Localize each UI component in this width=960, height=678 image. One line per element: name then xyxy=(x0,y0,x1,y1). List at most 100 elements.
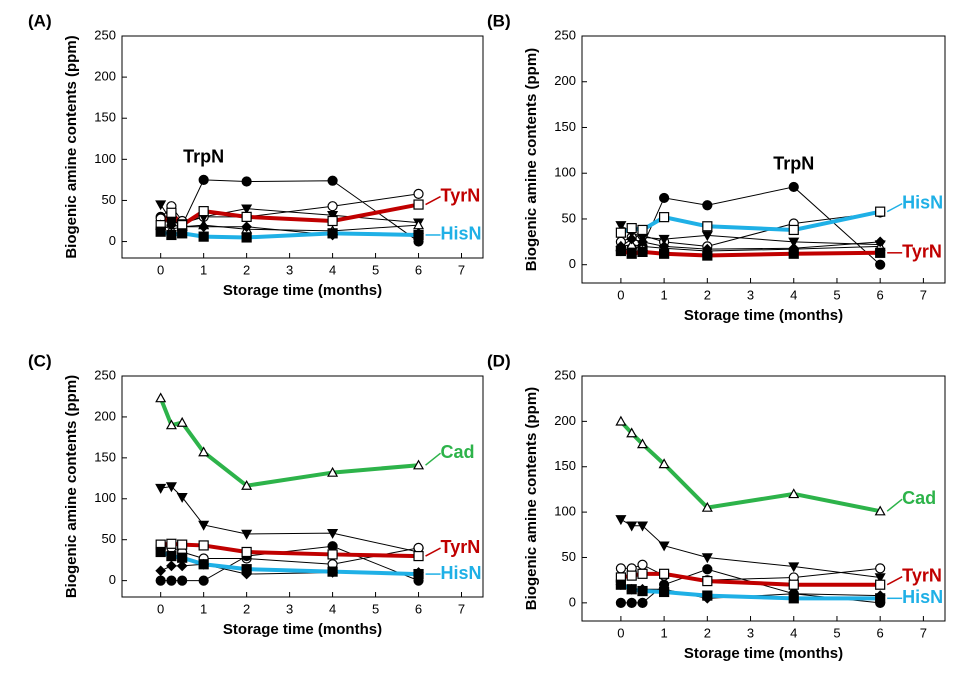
x-tick-label: 5 xyxy=(833,287,840,302)
label-arrow xyxy=(425,547,441,557)
marker xyxy=(155,392,167,403)
marker xyxy=(166,550,177,562)
marker xyxy=(615,221,627,232)
marker xyxy=(176,492,188,503)
marker xyxy=(874,505,886,516)
x-axis-label: Storage time (months) xyxy=(223,282,382,299)
x-tick-label: 7 xyxy=(458,601,465,616)
y-tick-label: 100 xyxy=(554,504,576,519)
x-tick-label: 5 xyxy=(372,601,379,616)
x-tick-label: 2 xyxy=(704,625,711,640)
marker xyxy=(241,564,252,575)
marker xyxy=(636,521,649,532)
x-tick-label: 1 xyxy=(660,287,667,302)
y-axis-label: Biogenic amine contents (ppm) xyxy=(63,35,80,258)
marker xyxy=(241,211,252,222)
x-tick-label: 1 xyxy=(200,262,207,277)
marker xyxy=(327,566,338,577)
series-label: TyrN xyxy=(441,185,481,205)
marker xyxy=(241,176,252,187)
series-label: HisN xyxy=(441,224,482,244)
marker xyxy=(702,564,713,575)
marker xyxy=(155,483,167,494)
marker xyxy=(615,579,626,590)
marker xyxy=(177,575,188,586)
marker xyxy=(788,488,800,499)
x-tick-label: 6 xyxy=(415,262,422,277)
marker xyxy=(241,204,253,215)
label-arrow xyxy=(425,452,442,466)
marker xyxy=(702,575,713,587)
marker xyxy=(198,221,210,233)
x-tick-label: 7 xyxy=(458,262,465,277)
marker xyxy=(626,570,637,581)
series-label: TrpN xyxy=(773,154,814,174)
marker xyxy=(637,246,648,257)
y-tick-label: 200 xyxy=(554,413,576,428)
y-tick-label: 0 xyxy=(569,594,576,609)
x-tick-label: 1 xyxy=(660,625,667,640)
x-tick-label: 4 xyxy=(329,601,336,616)
marker xyxy=(413,188,424,199)
plot-frame xyxy=(581,35,946,284)
marker xyxy=(659,586,670,598)
marker xyxy=(241,546,252,558)
y-tick-label: 50 xyxy=(102,192,116,207)
x-tick-label: 3 xyxy=(747,625,754,640)
marker xyxy=(636,438,649,449)
marker xyxy=(165,419,177,430)
y-tick-label: 100 xyxy=(94,490,116,505)
marker xyxy=(327,201,338,212)
y-tick-label: 50 xyxy=(562,210,576,225)
marker xyxy=(327,528,339,539)
marker xyxy=(788,237,800,248)
marker xyxy=(166,538,177,549)
marker xyxy=(166,560,177,572)
x-tick-label: 2 xyxy=(243,262,250,277)
x-tick-label: 3 xyxy=(286,601,293,616)
marker xyxy=(874,573,886,584)
marker xyxy=(198,174,209,185)
marker xyxy=(875,579,886,590)
marker xyxy=(198,231,209,242)
label-arrow xyxy=(886,202,903,213)
plot-frame xyxy=(581,375,946,622)
marker xyxy=(637,559,648,570)
marker xyxy=(413,459,425,470)
marker xyxy=(165,482,177,493)
marker xyxy=(615,245,626,257)
y-tick-label: 50 xyxy=(102,531,116,546)
marker xyxy=(626,584,637,595)
marker xyxy=(241,232,252,243)
marker xyxy=(327,228,338,239)
y-tick-label: 250 xyxy=(554,27,576,42)
marker xyxy=(166,219,177,231)
marker xyxy=(788,593,799,604)
x-tick-label: 6 xyxy=(877,287,884,302)
marker xyxy=(177,539,188,550)
x-tick-label: 7 xyxy=(920,625,927,640)
marker xyxy=(327,175,338,186)
plot-frame xyxy=(121,375,484,598)
marker xyxy=(413,199,424,210)
marker xyxy=(702,200,713,211)
label-arrow xyxy=(425,195,441,206)
panel-label: (B) xyxy=(487,11,511,30)
marker xyxy=(701,553,713,564)
marker xyxy=(198,206,209,217)
marker xyxy=(615,227,626,238)
marker xyxy=(701,231,713,242)
x-tick-label: 0 xyxy=(157,601,164,616)
x-tick-label: 7 xyxy=(920,287,927,302)
panel-label: (A) xyxy=(28,11,52,30)
marker xyxy=(327,466,339,477)
y-axis-label: Biogenic amine contents (ppm) xyxy=(523,48,540,271)
marker xyxy=(702,221,713,232)
marker xyxy=(615,515,627,526)
y-tick-label: 0 xyxy=(109,572,116,587)
marker xyxy=(875,563,886,574)
marker xyxy=(702,250,713,261)
marker xyxy=(176,560,188,572)
y-tick-label: 100 xyxy=(554,165,576,180)
